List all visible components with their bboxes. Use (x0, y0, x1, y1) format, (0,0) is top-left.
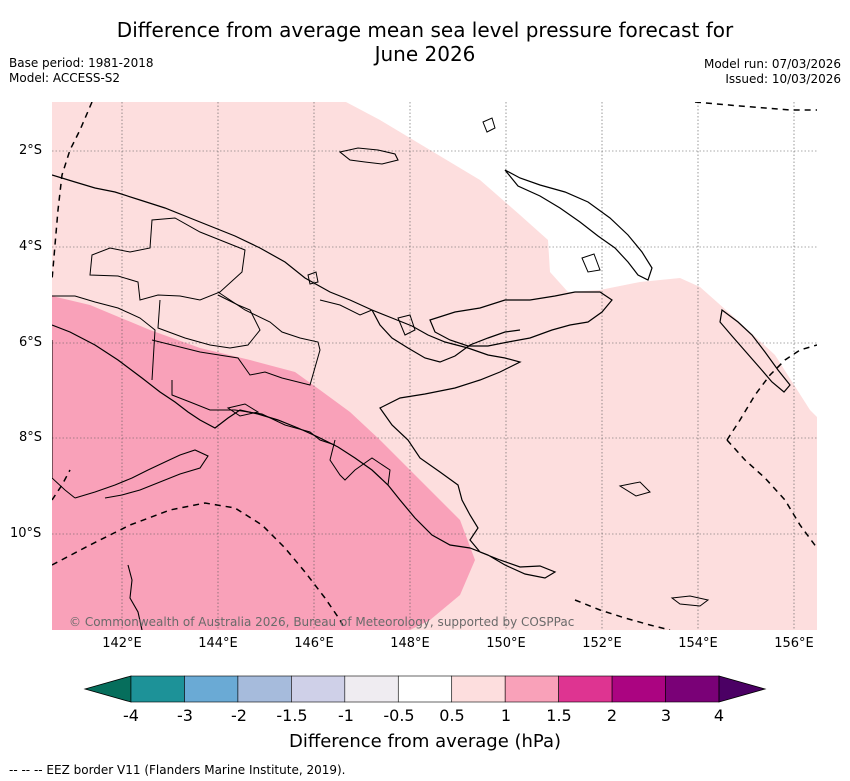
lon-label: 148°E (390, 636, 430, 651)
island-small-4 (581, 253, 601, 273)
colorbar-tick: -4 (123, 706, 139, 725)
lon-label: 154°E (678, 636, 718, 651)
colorbar-tick: -0.5 (383, 706, 415, 725)
colorbar-extend-high (718, 675, 767, 703)
lat-label: 6°S (19, 335, 43, 350)
issued-date: Issued: 10/03/2026 (725, 72, 841, 86)
island-small-3 (307, 271, 319, 285)
coastline-new-ireland (504, 169, 653, 281)
colorbar-tick: 0.5 (439, 706, 465, 725)
colorbar-cell (504, 675, 559, 703)
meta-left: Base period: 1981-2018 Model: ACCESS-S2 (9, 56, 154, 86)
lat-label: 4°S (19, 239, 43, 254)
colorbar-tick: -1 (338, 706, 354, 725)
colorbar-tick: -2 (231, 706, 247, 725)
colorbar-tick: 1 (500, 706, 512, 725)
colorbar-cell (611, 675, 666, 703)
eez-legend: -- -- -- EEZ border V11 (Flanders Marine… (9, 763, 346, 777)
colorbar-tick: 2 (606, 706, 618, 725)
base-period: Base period: 1981-2018 (9, 56, 154, 70)
colorbar-cell (237, 675, 292, 703)
anomaly-band-neutral (346, 102, 817, 417)
model-name: Model: ACCESS-S2 (9, 71, 121, 85)
colorbar-cell (291, 675, 346, 703)
colorbar-label: Difference from average (hPa) (288, 731, 562, 752)
colorbar-cell (665, 675, 720, 703)
colorbar-tick: -1.5 (276, 706, 308, 725)
colorbar-cell (451, 675, 506, 703)
lon-label: 144°E (198, 636, 238, 651)
colorbar (83, 675, 767, 703)
colorbar-cell (344, 675, 399, 703)
title-line-2: June 2026 (374, 42, 476, 66)
colorbar-cells (130, 675, 720, 703)
lat-label: 8°S (19, 430, 43, 445)
coastline-new-britain (429, 291, 613, 347)
island-small-5 (670, 595, 710, 607)
lon-label: 156°E (774, 636, 814, 651)
eez-borders (52, 102, 817, 630)
colorbar-tick: 1.5 (546, 706, 572, 725)
chart-title: Difference from average mean sea level p… (0, 18, 850, 66)
colorbar-tick: 4 (713, 706, 725, 725)
title-line-1: Difference from average mean sea level p… (116, 18, 734, 42)
lon-label: 142°E (102, 636, 142, 651)
lon-label: 146°E (294, 636, 334, 651)
colorbar-cell (558, 675, 613, 703)
island-small-7 (226, 403, 260, 417)
provincial-borders (52, 217, 391, 499)
lon-label: 150°E (486, 636, 526, 651)
lon-label: 152°E (582, 636, 622, 651)
island-small-6 (618, 481, 651, 497)
map-area (52, 102, 817, 630)
colorbar-cell (397, 675, 453, 703)
colorbar-tick: -3 (177, 706, 193, 725)
island-small-2 (397, 314, 416, 336)
colorbar-extend-low (83, 675, 132, 703)
colorbar-cell (184, 675, 239, 703)
coastline-bougainville (719, 308, 791, 393)
coastline-south-fly (74, 449, 209, 499)
lat-label: 10°S (10, 526, 42, 541)
anomaly-band-1-1.5 (52, 296, 475, 630)
coastline-huon-peninsula (371, 309, 521, 363)
meta-right: Model run: 07/03/2026 Issued: 10/03/2026 (704, 57, 841, 87)
colorbar-tick: 3 (660, 706, 672, 725)
coastline-cape-york (127, 564, 143, 630)
lat-label: 2°S (19, 143, 43, 158)
colorbar-cell (130, 675, 185, 703)
coastline-manus (338, 147, 399, 165)
copyright-notice: © Commonwealth of Australia 2026, Bureau… (69, 615, 575, 629)
model-run: Model run: 07/03/2026 (703, 57, 841, 71)
graticule (52, 102, 817, 630)
island-small-1 (482, 117, 496, 133)
